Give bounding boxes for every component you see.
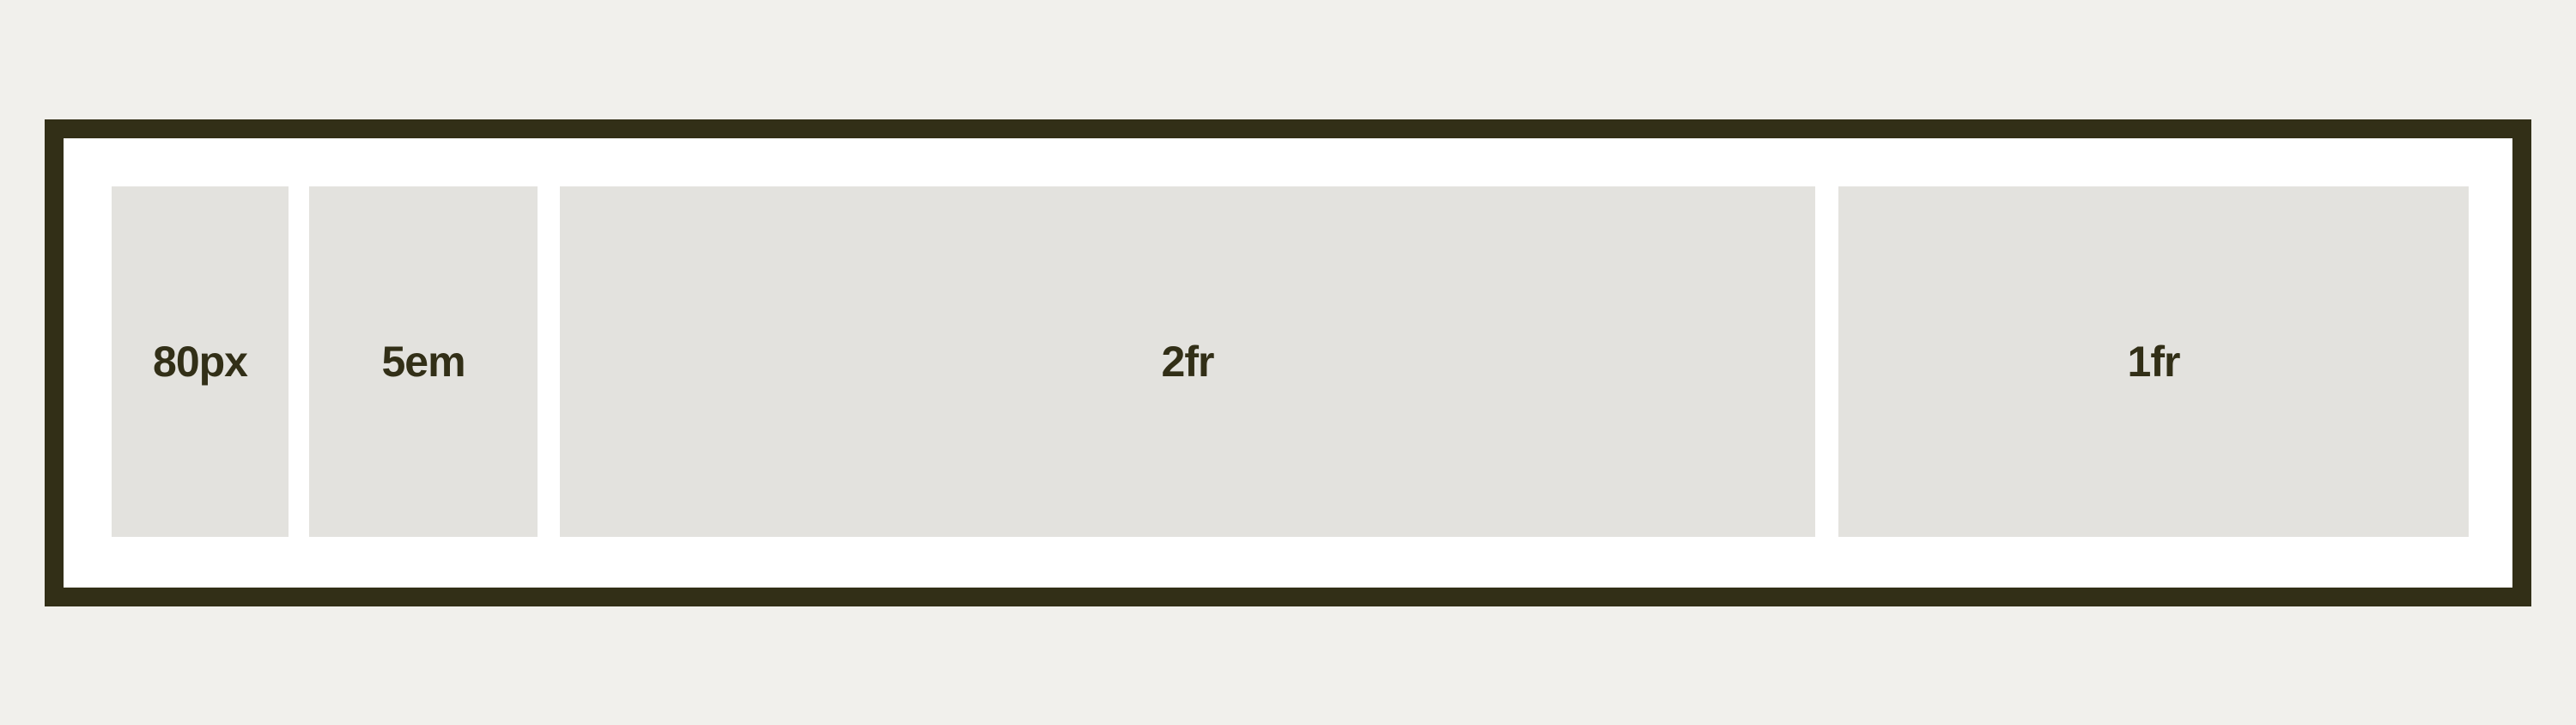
grid-track-row: 80px 5em 2fr 1fr: [64, 186, 2512, 537]
grid-column-label: 1fr: [2127, 338, 2181, 386]
grid-column-label: 2fr: [1161, 338, 1215, 386]
grid-column-5em: 5em: [309, 186, 538, 537]
grid-column-label: 80px: [153, 338, 248, 386]
grid-column-label: 5em: [381, 338, 465, 386]
grid-column-80px: 80px: [112, 186, 289, 537]
grid-column-2fr: 2fr: [560, 186, 1815, 537]
grid-container: 80px 5em 2fr 1fr: [45, 119, 2531, 606]
grid-column-1fr: 1fr: [1838, 186, 2469, 537]
